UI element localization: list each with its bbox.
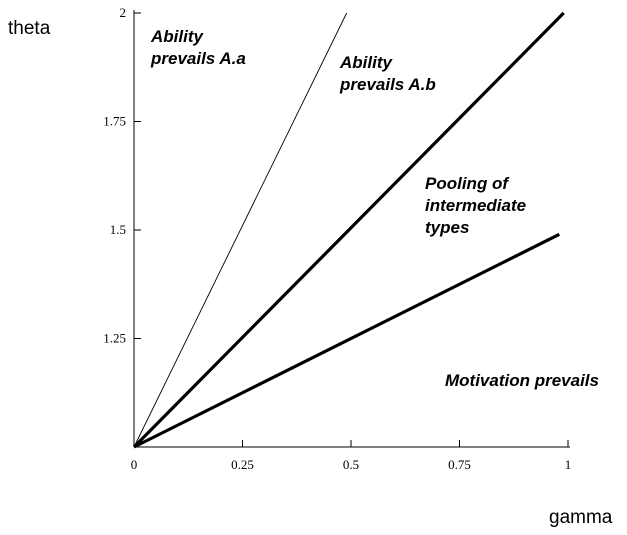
- x-tick-label: 0.75: [448, 457, 471, 472]
- series-line-2: [132, 11, 565, 449]
- y-tick-label: 2: [120, 5, 127, 20]
- region-label-line: Ability: [339, 53, 393, 72]
- region-label-line: types: [425, 218, 469, 237]
- x-tick-label: 1: [565, 457, 572, 472]
- axes: [133, 10, 570, 448]
- x-tick-label: 0: [131, 457, 138, 472]
- x-axis-title: gamma: [549, 507, 613, 528]
- region-label-line: prevails A.b: [339, 75, 436, 94]
- series-lines: [132, 11, 565, 449]
- region-label-line: Pooling of: [425, 174, 510, 193]
- region-label-3: Pooling of intermediate types: [425, 174, 526, 237]
- x-tick-label: 0.25: [231, 457, 254, 472]
- region-label-2: Ability prevails A.b: [339, 53, 436, 94]
- region-label-line: Ability: [150, 27, 204, 46]
- y-axis-title: theta: [8, 18, 51, 39]
- x-tick-label: 0.5: [343, 457, 359, 472]
- region-label-line: prevails A.a: [150, 49, 246, 68]
- y-tick-label: 1.5: [110, 222, 126, 237]
- series-line-3: [133, 232, 561, 449]
- y-ticks: 1.25 1.5 1.75 2: [103, 5, 141, 346]
- region-label-line: Motivation prevails: [445, 371, 599, 390]
- region-annotations: Ability prevails A.a Ability prevails A.b Po…: [150, 27, 599, 390]
- series-line-1: [133, 12, 348, 448]
- region-label-1: Ability prevails A.a: [150, 27, 246, 68]
- y-tick-label: 1.75: [103, 114, 126, 129]
- y-tick-label: 1.25: [103, 331, 126, 346]
- x-ticks: 0 0.25 0.5 0.75 1: [131, 440, 572, 472]
- region-label-4: Motivation prevails: [445, 371, 599, 390]
- region-label-line: intermediate: [425, 196, 526, 215]
